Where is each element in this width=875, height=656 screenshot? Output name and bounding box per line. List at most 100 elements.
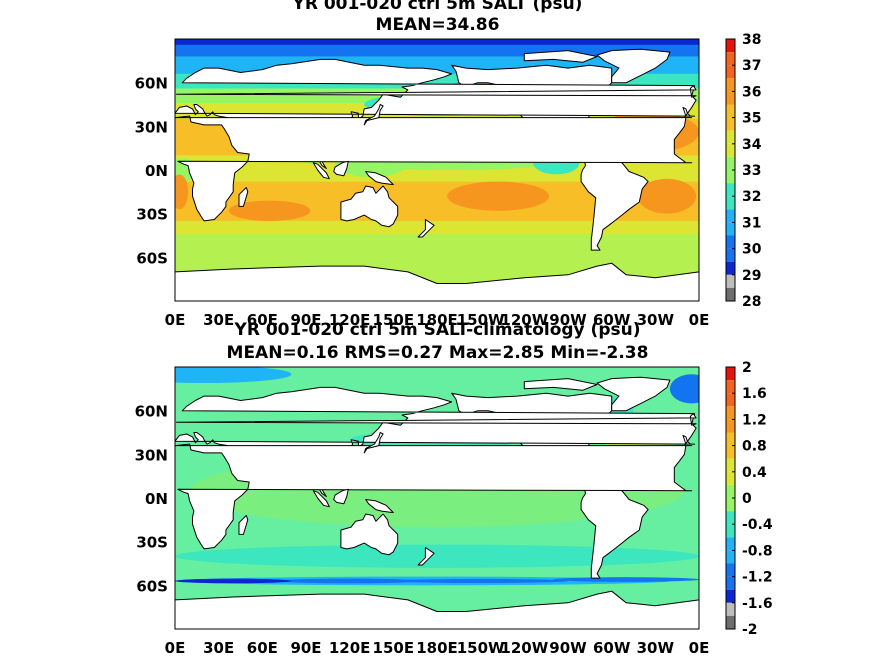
x-tick-label: 60E	[247, 639, 278, 656]
salinity-maximum	[447, 181, 550, 211]
x-tick-label: 180E	[416, 311, 458, 329]
anomaly-region	[175, 578, 292, 584]
x-tick-label: 30W	[637, 639, 675, 656]
x-tick-label: 150E	[373, 639, 415, 656]
colorbar-segment	[726, 143, 735, 157]
colorbar-segment	[726, 484, 735, 498]
top-chart-subtitle: MEAN=34.86	[375, 15, 500, 35]
colorbar-tick-label: 1.2	[742, 412, 767, 428]
land-japan	[363, 432, 384, 454]
colorbar-tick-label: 37	[742, 58, 761, 74]
y-tick-label: 30N	[135, 118, 168, 136]
colorbar-segment	[726, 91, 735, 105]
colorbar-tick-label: -1.6	[742, 596, 773, 612]
salinity-maximum	[175, 174, 189, 210]
colorbar-segment	[726, 222, 735, 236]
y-tick-label: 60S	[136, 249, 168, 267]
y-tick-label: 60S	[136, 577, 168, 595]
colorbar-tick-label: 28	[742, 294, 761, 310]
salinity-field-1	[175, 39, 699, 301]
colorbar-segment	[726, 524, 735, 538]
x-tick-label: 120W	[500, 639, 548, 656]
colorbar-tick-label: 30	[742, 242, 762, 258]
anomaly-region	[175, 544, 699, 568]
land-eurasia	[175, 386, 697, 497]
arctic-fresh	[175, 39, 699, 45]
land-sumatra	[312, 490, 330, 508]
colorbar-tick-label: 33	[742, 163, 761, 179]
x-tick-label: 60W	[593, 639, 631, 656]
salinity-maximum	[228, 200, 311, 221]
colorbar-segment	[726, 615, 735, 629]
land-sumatra	[312, 162, 330, 180]
x-tick-label: 30E	[203, 311, 234, 329]
colorbar-2: 2 1.6 1.2 0.8 0.4 0 -0.4 -0.8 -1.2 -1.6 -2	[725, 360, 773, 638]
land-greenland	[596, 48, 671, 84]
colorbar-segment	[726, 589, 735, 603]
colorbar-segment	[726, 78, 735, 92]
colorbar-tick-label: 0	[742, 491, 752, 507]
colorbar-segment	[726, 537, 735, 551]
colorbar-segment	[726, 380, 735, 394]
x-tick-label: 90E	[290, 639, 321, 656]
x-tick-label: 30E	[203, 639, 234, 656]
lat-band	[175, 220, 699, 235]
colorbar-tick-label: 0.4	[742, 465, 767, 481]
land-uk	[176, 413, 697, 426]
colorbar-segment	[726, 393, 735, 407]
colorbar-segment	[726, 170, 735, 184]
colorbar-segment	[726, 445, 735, 459]
y-tick-label: 60N	[135, 403, 168, 421]
colorbar-tick-label: 29	[742, 268, 761, 284]
land-africa	[175, 443, 693, 550]
colorbar-segment	[726, 458, 735, 472]
land-arctic_isl	[523, 50, 598, 63]
colorbar-segment	[726, 602, 735, 616]
bottom-chart-title: YR 001-020 ctrl 5m SALT-climatology (psu…	[234, 320, 641, 340]
anomaly-region	[276, 578, 423, 584]
y-tick-label: 60N	[135, 75, 168, 93]
land-antarctica	[175, 262, 699, 301]
land-nz	[417, 219, 435, 238]
anomaly-region	[175, 367, 292, 384]
colorbar-segment	[726, 209, 735, 223]
colorbar-tick-label: 35	[742, 111, 761, 127]
colorbar-segment	[726, 104, 735, 118]
land-newguinea	[365, 171, 394, 186]
x-tick-label: 90E	[290, 311, 321, 329]
x-tick-label: 180E	[416, 639, 458, 656]
colorbar-tick-label: 0.8	[742, 439, 767, 455]
colorbar-segment	[726, 130, 735, 144]
colorbar-segment	[726, 498, 735, 512]
colorbar-segment	[726, 432, 735, 446]
land-africa	[175, 115, 693, 222]
x-tick-label: 0E	[165, 639, 186, 656]
colorbar-tick-label: 34	[742, 137, 762, 153]
land-madagascar	[238, 187, 249, 207]
colorbar-segment	[726, 471, 735, 485]
land-antarctica	[175, 590, 699, 629]
y-tick-label: 0N	[145, 490, 168, 508]
x-tick-label: 60W	[593, 311, 631, 329]
anomaly-region	[553, 577, 699, 582]
colorbar-segment	[726, 419, 735, 433]
colorbar-segment	[726, 117, 735, 131]
colorbar-tick-label: -0.4	[742, 517, 773, 533]
x-tick-label: 120E	[329, 639, 371, 656]
colorbar-segment	[726, 248, 735, 262]
colorbar-segment	[726, 196, 735, 210]
y-tick-label: 30N	[135, 446, 168, 464]
colorbar-segment	[726, 287, 735, 301]
colorbar-segment	[726, 261, 735, 275]
colorbar-segment	[726, 406, 735, 420]
colorbar-segment	[726, 52, 735, 66]
land-arctic_isl	[523, 378, 598, 391]
x-tick-label: 30W	[637, 311, 675, 329]
x-tick-label: 0E	[165, 311, 186, 329]
land-greenland	[596, 376, 671, 412]
colorbar-segment	[726, 39, 735, 53]
land-nz	[417, 547, 435, 566]
salinity-field-2	[175, 367, 699, 629]
x-tick-label: 150W	[457, 639, 505, 656]
